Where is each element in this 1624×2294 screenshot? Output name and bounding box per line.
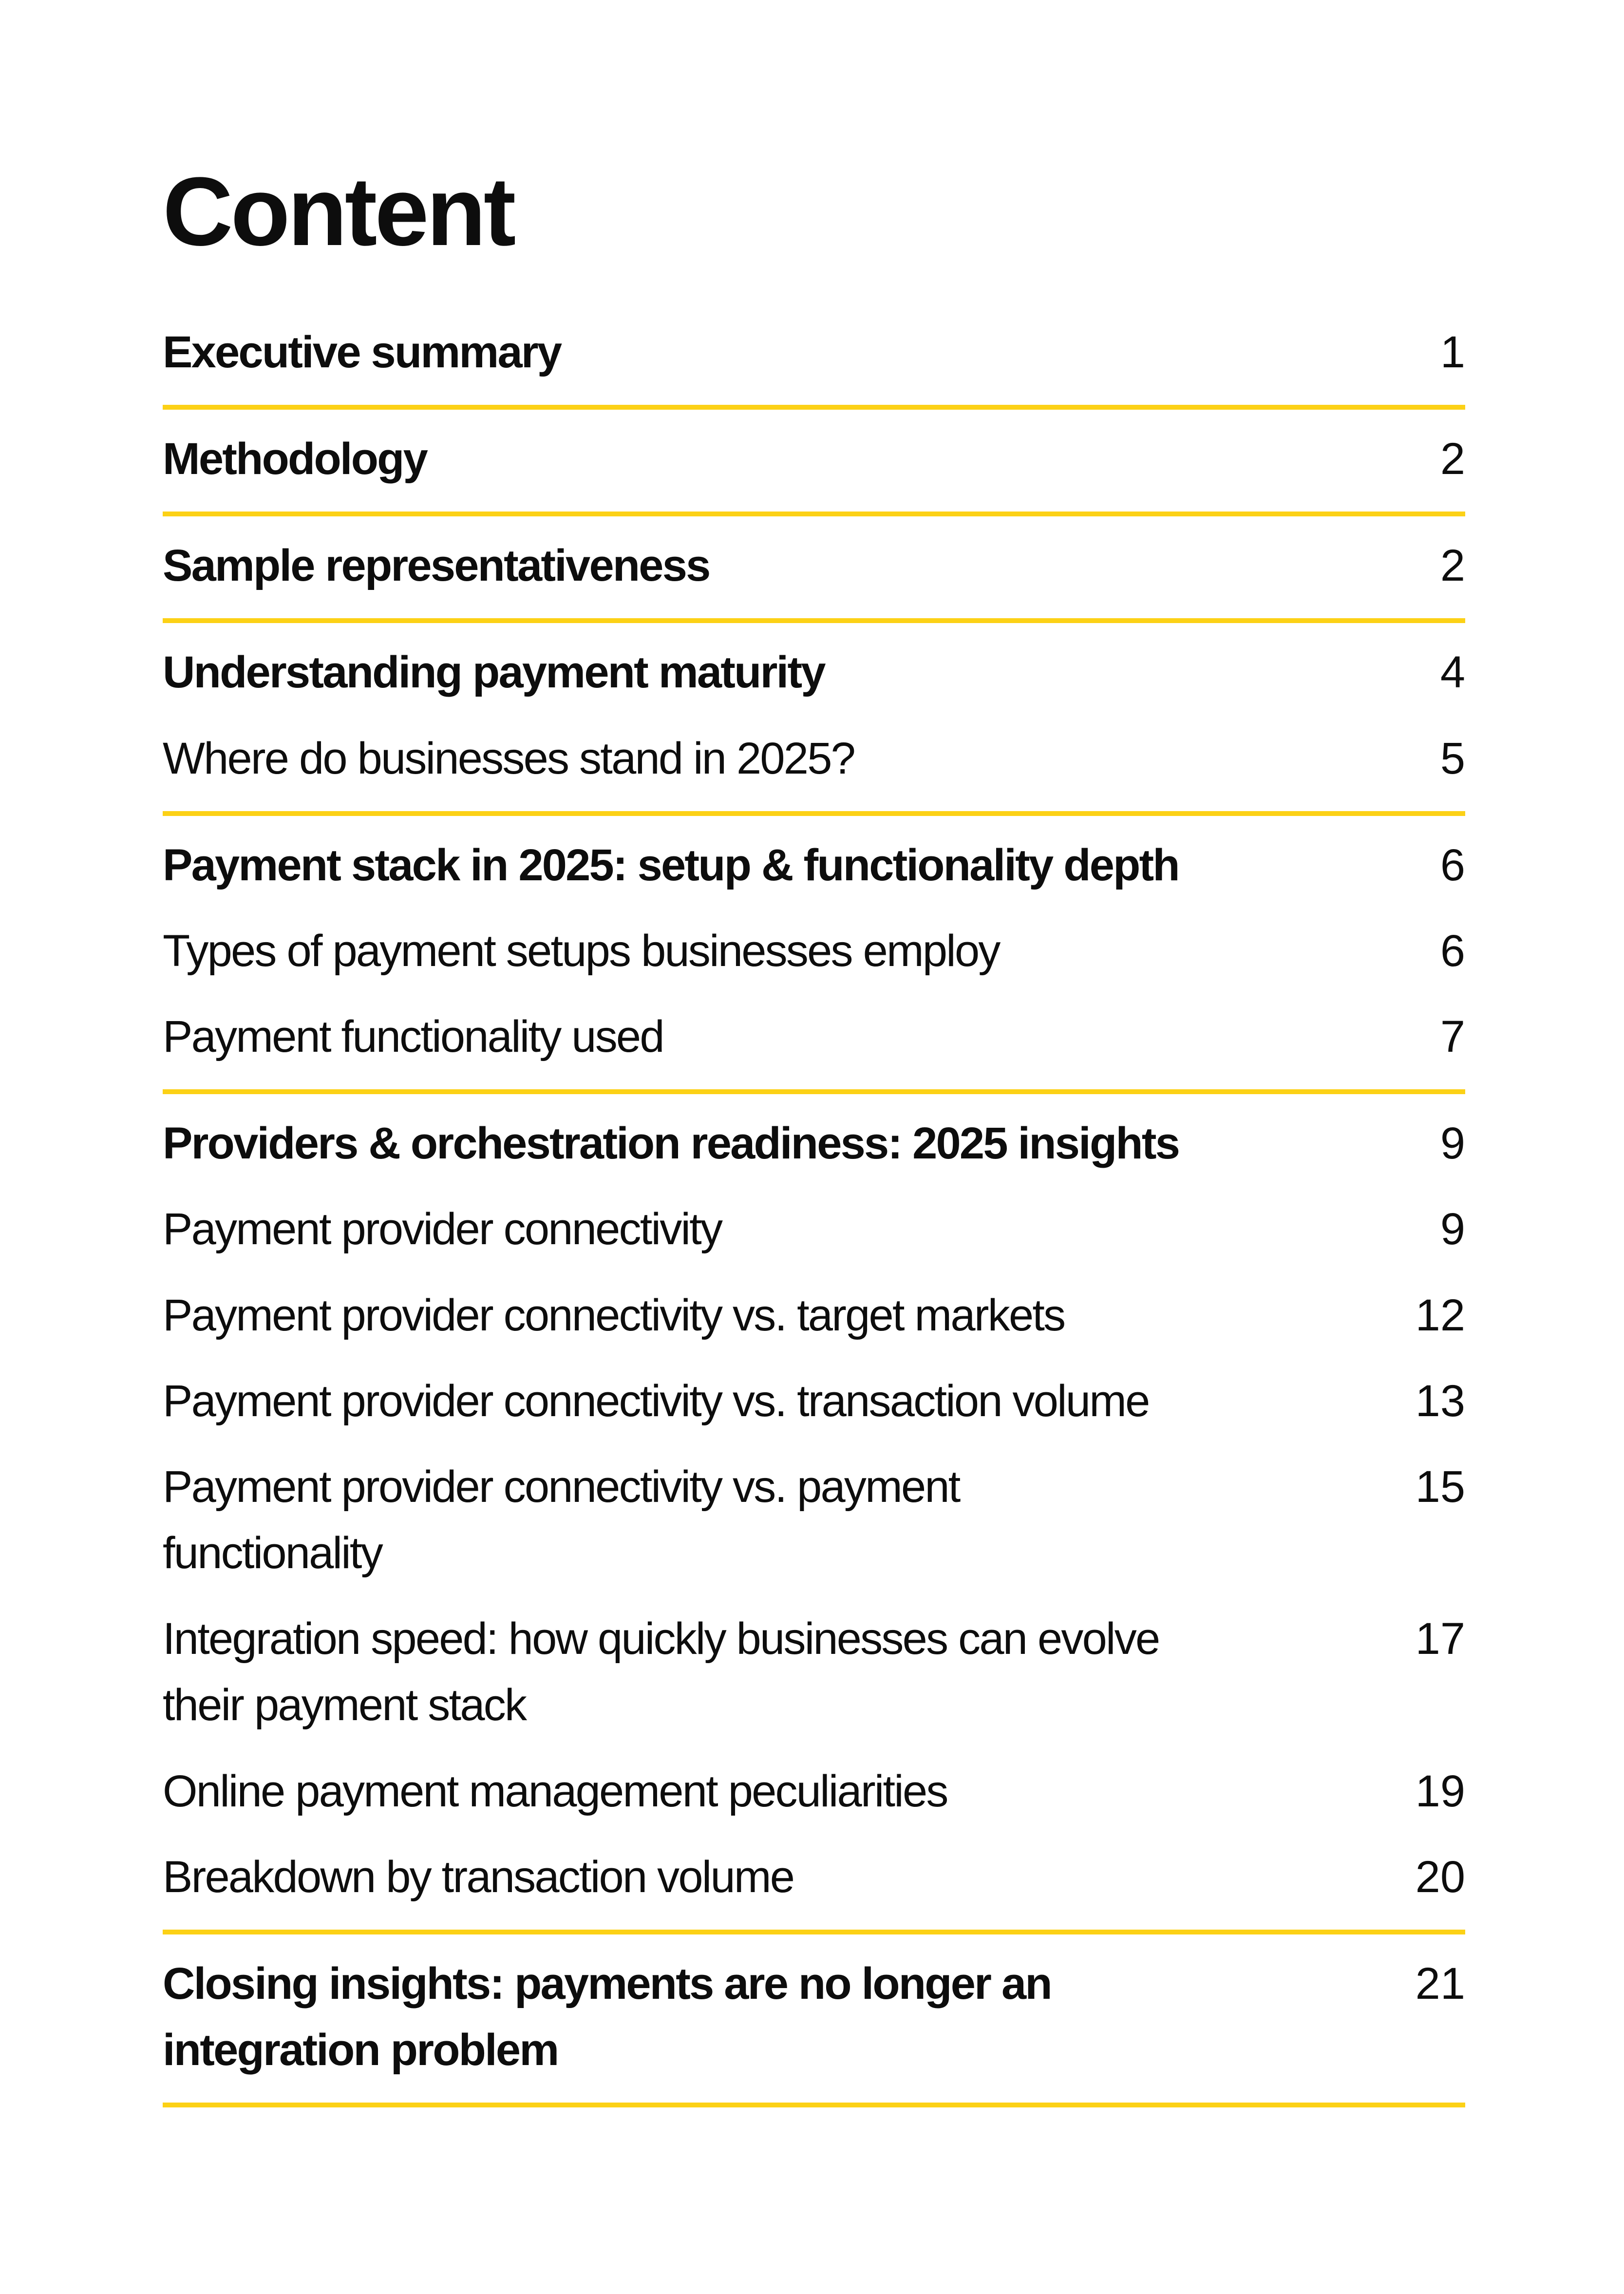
section-divider [163,2103,1465,2108]
toc-entry-page-number: 12 [1415,1290,1465,1340]
section-divider [163,811,1465,816]
toc-entry-label: Types of payment setups businesses emplo… [163,926,1001,976]
toc-entry[interactable]: Closing insights: payments are no longer… [163,1951,1465,2083]
toc-entry[interactable]: Understanding payment maturity 4 [163,639,1465,705]
toc-entry[interactable]: Online payment management peculiarities … [163,1758,1465,1824]
toc-entry-label: Providers & orchestration readiness: 202… [163,1119,1180,1169]
section-divider [163,405,1465,410]
toc-entry[interactable]: Payment provider connectivity 9 [163,1196,1465,1262]
toc-entry-label: Sample representativeness [163,541,711,591]
toc-entry[interactable]: Executive summary 1 [163,319,1465,385]
toc-entry-label: Methodology [163,434,428,484]
toc-entry[interactable]: Sample representativeness 2 [163,532,1465,599]
toc-entry-label: Payment provider connectivity [163,1204,723,1254]
toc-entry-page-number: 17 [1415,1614,1465,1664]
toc-entry-label: Payment provider connectivity vs. target… [163,1290,1066,1340]
toc-entry-page-number: 2 [1440,541,1465,591]
toc-entry-label: Payment provider connectivity vs. paymen… [163,1461,961,1578]
toc-entry-label: Understanding payment maturity [163,647,826,698]
toc-entry[interactable]: Types of payment setups businesses emplo… [163,918,1465,984]
toc-entry-label: Integration speed: how quickly businesse… [163,1614,1160,1730]
toc-entry-page-number: 1 [1440,327,1465,377]
toc-entry[interactable]: Where do businesses stand in 2025? 5 [163,725,1465,792]
toc-entry-page-number: 9 [1440,1119,1465,1169]
section-divider [163,1089,1465,1095]
toc-entry[interactable]: Payment functionality used 7 [163,1004,1465,1070]
section-divider [163,1929,1465,1934]
toc-entry-page-number: 7 [1440,1012,1465,1062]
toc-entry-page-number: 4 [1440,647,1465,698]
toc-entry-page-number: 5 [1440,733,1465,783]
toc-entry-page-number: 21 [1415,1958,1465,2009]
toc-entry-page-number: 9 [1440,1204,1465,1254]
toc-list: Executive summary 1 Methodology 2 Sample… [163,319,1465,2108]
toc-entry[interactable]: Integration speed: how quickly businesse… [163,1606,1465,1738]
toc-entry-page-number: 13 [1415,1376,1465,1426]
toc-entry[interactable]: Methodology 2 [163,426,1465,492]
section-divider [163,512,1465,517]
page-title: Content [163,157,516,266]
toc-entry[interactable]: Breakdown by transaction volume 20 [163,1844,1465,1910]
toc-entry-label: Payment provider connectivity vs. transa… [163,1376,1150,1426]
toc-entry-label: Payment stack in 2025: setup & functiona… [163,840,1180,890]
section-divider [163,618,1465,624]
toc-entry-page-number: 20 [1415,1852,1465,1902]
toc-entry[interactable]: Payment provider connectivity vs. target… [163,1282,1465,1348]
toc-entry-label: Closing insights: payments are no longer… [163,1958,1053,2075]
toc-entry[interactable]: Payment provider connectivity vs. transa… [163,1368,1465,1434]
toc-entry-page-number: 19 [1415,1766,1465,1816]
toc-entry-page-number: 2 [1440,434,1465,484]
toc-entry[interactable]: Payment stack in 2025: setup & functiona… [163,832,1465,898]
toc-entry-label: Executive summary [163,327,562,377]
toc-entry-label: Payment functionality used [163,1012,665,1062]
toc-entry-label: Breakdown by transaction volume [163,1852,795,1902]
toc-entry-page-number: 15 [1415,1461,1465,1512]
toc-entry[interactable]: Providers & orchestration readiness: 202… [163,1110,1465,1176]
toc-entry-label: Where do businesses stand in 2025? [163,733,856,783]
toc-entry-page-number: 6 [1440,926,1465,976]
toc-entry-label: Online payment management peculiarities [163,1766,948,1816]
toc-entry[interactable]: Payment provider connectivity vs. paymen… [163,1454,1465,1586]
toc-entry-page-number: 6 [1440,840,1465,890]
